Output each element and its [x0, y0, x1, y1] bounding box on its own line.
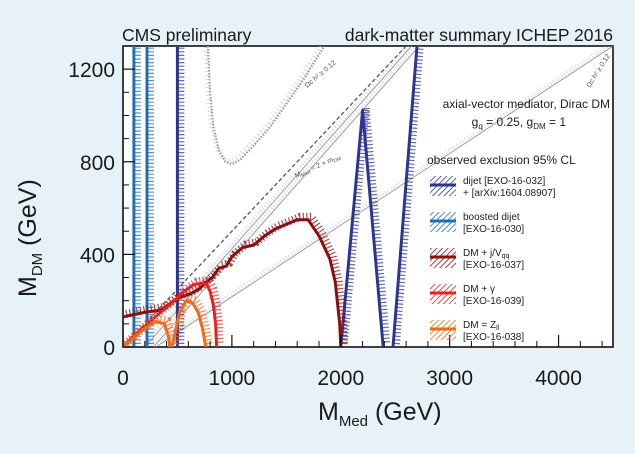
- legend-item-2: DM + j/Vqq[EXO-16-037]: [430, 248, 524, 271]
- legend-sublabel-1: [EXO-16-030]: [463, 224, 524, 235]
- reference-line-3: [155, 46, 613, 347]
- plot-area: [123, 46, 613, 347]
- reference-line-1: [144, 46, 412, 347]
- reference-line-0: [123, 46, 407, 347]
- x-tick-label-0: 0: [117, 367, 129, 390]
- series-2-hatch-0: [125, 212, 348, 345]
- header-left: CMS preliminary: [122, 25, 252, 45]
- legend-item-1: boosted dijet[EXO-16-030]: [430, 212, 524, 235]
- legend-item-0: dijet [EXO-16-032]+ [arXiv:1604.08907]: [430, 176, 556, 199]
- x-tick-label-1: 1000: [209, 367, 256, 390]
- legend-title: observed exclusion 95% CL: [427, 153, 576, 167]
- legend-label-3: DM + γ: [463, 284, 495, 295]
- series-4-hatch-1: [171, 292, 213, 345]
- tick-labels: 0 1000 2000 3000 4000 0 400 800 1200: [68, 59, 582, 390]
- y-axis-title: MDM (GeV): [14, 179, 46, 297]
- model-line-2: gq = 0.25, gDM = 1: [472, 115, 567, 131]
- series-4-hatch-0: [123, 314, 177, 347]
- y-tick-label-2: 800: [80, 152, 115, 175]
- legend-item-4: DM = Zll[EXO-16-038]: [430, 320, 524, 343]
- series-3-hatch-0: [123, 276, 224, 347]
- reference-line-2: [153, 46, 420, 347]
- legend-label-2: DM + j/Vqq: [463, 248, 510, 260]
- series-0-line-1: [339, 109, 385, 347]
- legend-label-1: boosted dijet: [463, 212, 520, 223]
- series-2-line-0: [123, 218, 343, 347]
- x-tick-label-3: 3000: [426, 367, 473, 390]
- reference-line-4: [206, 46, 326, 166]
- legend-label-0: dijet [EXO-16-032]: [463, 176, 545, 187]
- legend-sublabel-3: [EXO-16-039]: [463, 296, 524, 307]
- legend-sublabel-4: [EXO-16-038]: [463, 332, 524, 343]
- tick-marks: [122, 45, 603, 348]
- y-tick-label-1: 400: [80, 244, 115, 267]
- y-tick-label-3: 1200: [68, 59, 115, 82]
- legend-sublabel-2: [EXO-16-037]: [463, 260, 524, 271]
- series-4-line-0: [123, 320, 172, 347]
- legend: observed exclusion 95% CL dijet [EXO-16-…: [427, 153, 576, 343]
- x-axis-title: MMed (GeV): [318, 398, 442, 430]
- y-tick-label-0: 0: [103, 337, 115, 360]
- model-line-1: axial-vector mediator, Dirac DM: [443, 97, 610, 111]
- x-tick-label-2: 2000: [317, 367, 364, 390]
- series-0-line-2: [391, 46, 419, 347]
- legend-sublabel-0: + [arXiv:1604.08907]: [463, 188, 556, 199]
- series-4-line-1: [170, 299, 208, 347]
- legend-item-3: DM + γ[EXO-16-039]: [430, 284, 524, 307]
- legend-label-4: DM = Zll: [463, 320, 500, 332]
- x-tick-label-4: 4000: [535, 367, 582, 390]
- header-right: dark-matter summary ICHEP 2016: [345, 25, 613, 45]
